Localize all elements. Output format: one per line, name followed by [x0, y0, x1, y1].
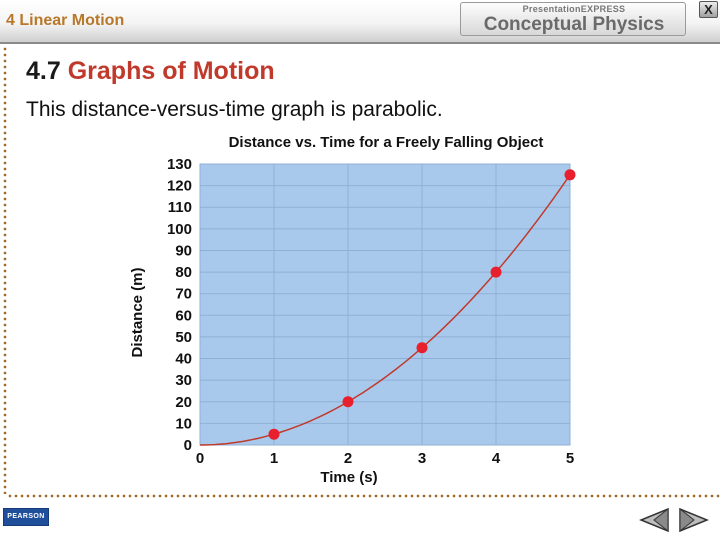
horizontal-gridlines	[200, 163, 570, 446]
x-tick-label: 0	[196, 450, 204, 467]
y-tick-label: 0	[184, 437, 192, 454]
previous-slide-button[interactable]	[638, 507, 670, 533]
y-tick-label: 60	[175, 307, 192, 324]
data-point	[416, 342, 428, 354]
close-button[interactable]: X	[699, 1, 718, 18]
brand-logo: PresentationEXPRESS Conceptual Physics	[460, 2, 686, 36]
x-tick-label: 4	[492, 450, 501, 467]
x-tick-label: 3	[418, 450, 426, 467]
y-tick-label: 20	[175, 394, 192, 411]
y-tick-label: 30	[175, 372, 192, 389]
data-point	[268, 428, 280, 440]
y-tick-label: 70	[175, 286, 192, 303]
series-curve	[200, 174, 571, 446]
x-tick-label: 2	[344, 450, 352, 467]
left-dotted-border	[3, 46, 7, 494]
y-tick-label: 40	[175, 351, 192, 368]
data-point	[490, 266, 502, 278]
chapter-title: 4 Linear Motion	[6, 12, 125, 29]
data-points	[268, 169, 576, 440]
y-tick-label: 110	[168, 199, 192, 216]
y-axis-label: Distance (m)	[129, 267, 146, 357]
x-axis-label: Time (s)	[320, 469, 377, 486]
data-point	[342, 396, 354, 408]
y-tick-label: 90	[175, 242, 192, 259]
triangle-left-icon	[639, 507, 669, 533]
plot-area	[199, 163, 571, 446]
vertical-gridlines	[199, 164, 571, 445]
y-tick-label: 50	[175, 329, 192, 346]
section-title: Graphs of Motion	[67, 57, 275, 85]
brand-top-text: PresentationEXPRESS	[522, 4, 626, 14]
y-tick-label: 100	[167, 221, 192, 238]
x-tick-labels: 0 1 2 3 4 5	[196, 450, 574, 467]
brand-main-text: Conceptual Physics	[483, 14, 665, 35]
y-tick-label: 130	[167, 156, 192, 173]
header-bar: 4 Linear Motion PresentationEXPRESS Conc…	[0, 0, 720, 44]
y-tick-label: 80	[175, 264, 192, 281]
x-tick-label: 5	[566, 450, 574, 467]
y-tick-labels: 0 10 20 30 40 50 60 70 80 90 100 110 120 130	[167, 156, 192, 454]
slide-title: 4.7 Graphs of Motion	[26, 57, 275, 86]
chart-title: Distance vs. Time for a Freely Falling O…	[229, 134, 544, 151]
next-slide-button[interactable]	[678, 507, 710, 533]
pearson-logo: PEARSON	[3, 508, 49, 526]
bottom-dotted-border	[7, 494, 720, 498]
x-tick-label: 1	[270, 450, 278, 467]
section-number: 4.7	[26, 57, 61, 85]
data-point	[564, 169, 576, 181]
slide-body-text: This distance-versus-time graph is parab…	[26, 98, 443, 121]
y-tick-label: 10	[175, 415, 192, 432]
triangle-right-icon	[679, 507, 709, 533]
distance-time-chart: Distance vs. Time for a Freely Falling O…	[129, 134, 576, 486]
y-tick-label: 120	[167, 178, 192, 195]
